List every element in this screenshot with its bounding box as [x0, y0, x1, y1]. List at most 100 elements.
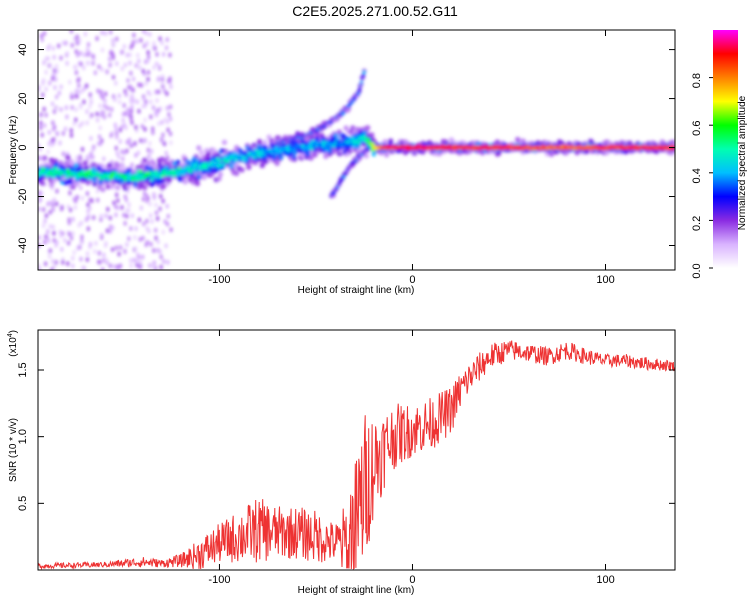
spectrogram-cell [86, 42, 91, 47]
spectrogram-cell [123, 249, 127, 254]
spectrogram-cell [205, 151, 211, 157]
spectrogram-cell [223, 155, 229, 160]
spectrogram-cell [55, 68, 59, 74]
spectrogram-cell [182, 179, 188, 185]
spectrogram-cell [159, 193, 163, 199]
spectrogram-cell [88, 92, 92, 98]
spectrogram-cell [71, 255, 75, 261]
spectrogram-cell [74, 93, 78, 99]
spectrogram-cell [78, 123, 82, 129]
spectrogram-cell [278, 155, 284, 160]
spectrogram-cell [70, 42, 74, 48]
spectrogram-cell [59, 84, 63, 90]
spectrogram-cell [343, 125, 349, 131]
spectrogram-cell [114, 145, 118, 151]
spectrogram-cell [79, 256, 83, 262]
spectrogram-cell [52, 230, 56, 236]
spectrogram-cell [234, 170, 240, 176]
spectrogram-marks [38, 30, 675, 270]
spectrogram-cell [44, 234, 48, 240]
spectrogram-cell [152, 160, 156, 166]
spectrogram-cell [66, 261, 70, 267]
spectrogram-cell [68, 190, 72, 196]
spectrogram-cell [58, 140, 62, 146]
snr-frame [37, 329, 676, 571]
spectrogram-cell [122, 163, 126, 169]
spectrogram-cell [136, 52, 140, 58]
spectrogram-cell [143, 126, 147, 132]
spectrogram-cell [356, 141, 361, 145]
spectrogram-cell [46, 149, 50, 155]
spectrogram-cell [85, 251, 90, 257]
spectrogram-cell [73, 64, 77, 70]
spectrogram-cell [154, 108, 158, 114]
spectrogram-cell [134, 226, 138, 232]
spectrogram-cell [106, 206, 110, 212]
spectrogram-cell [152, 40, 156, 46]
spectrogram-cell [161, 229, 165, 235]
spectrogram-cell [146, 58, 150, 64]
spectrogram-cell [113, 97, 117, 102]
spectrogram-cell [118, 139, 122, 144]
spectrogram-cell [51, 120, 55, 126]
spectrogram-cell [100, 47, 105, 53]
spectrogram-cell [150, 148, 154, 154]
spectrogram-cell [134, 172, 139, 177]
spectrogram-cell [114, 245, 119, 251]
spectrogram-cell [221, 139, 228, 145]
spectrogram-cell [308, 142, 314, 147]
spectrogram-cell [134, 152, 138, 158]
spectrogram-cell [115, 36, 119, 42]
spectrogram-cell [44, 261, 48, 267]
spectrogram-cell [266, 134, 272, 140]
spectrogram-cell [85, 120, 89, 126]
spectrogram-cell [88, 104, 92, 109]
spectrogram-cell [67, 231, 72, 237]
spectrogram-cell [112, 264, 116, 269]
spectrogram-cell [105, 184, 111, 190]
spectrogram-cell [291, 155, 297, 160]
spectrogram-y-ticks: -40 -20 0 20 40 [17, 43, 675, 253]
spectrogram-cell [137, 82, 141, 88]
spectrogram-cell [42, 168, 47, 173]
spectrogram-cell [76, 52, 80, 58]
spectrogram-cell [82, 65, 86, 71]
spectrogram-cell [141, 104, 145, 109]
spectrogram-cell [178, 177, 183, 182]
spectrogram-cell [103, 98, 107, 104]
spectrogram-cell [129, 263, 133, 269]
spectrogram-cell [50, 200, 54, 206]
spectrogram-cell [123, 62, 128, 68]
spectrogram-cell [40, 132, 44, 138]
spectrogram-cell [125, 52, 129, 58]
spectrogram-cell [157, 162, 163, 168]
colorbar-gradient [713, 30, 738, 268]
spectrogram-cell [43, 123, 47, 128]
spectrogram-cell [109, 184, 115, 190]
spectrogram-panel: -100 0 100 -40 -20 0 20 40 Height of straight … [8, 29, 676, 296]
spectrogram-cell [80, 121, 85, 126]
spectrogram-cell [128, 60, 132, 66]
spectrogram-cell [65, 60, 69, 66]
spectrogram-cell [64, 40, 68, 46]
spectrogram-cell [67, 220, 71, 226]
spectrogram-cell [67, 240, 71, 246]
spectrogram-cell [125, 208, 129, 214]
spectrogram-cell [97, 259, 101, 265]
spectrogram-cell [69, 127, 73, 133]
spectrogram-cell [69, 30, 74, 34]
spectrogram-cell [91, 166, 96, 172]
spectrogram-cell [165, 203, 169, 209]
spectrogram-cell [333, 133, 339, 138]
spectrogram-cell [44, 112, 48, 118]
colorbar-tick-label: 0.8 [691, 73, 703, 88]
spectrogram-cell [210, 159, 216, 164]
spectrogram-cell [38, 84, 41, 90]
spectrogram-cell [95, 36, 99, 41]
spectrogram-cell [108, 215, 112, 221]
spectrogram-cell [39, 125, 43, 131]
spectrogram-cell [89, 154, 95, 160]
spectrogram-cell [177, 166, 182, 171]
spectrogram-cell [50, 267, 54, 270]
spectrogram-cell [113, 122, 117, 128]
